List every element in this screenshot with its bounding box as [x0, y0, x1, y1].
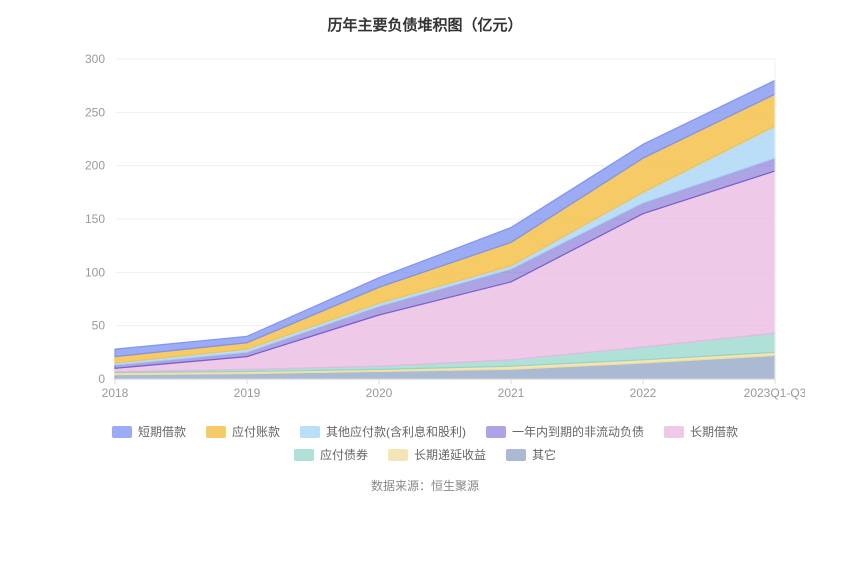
- legend-label: 短期借款: [138, 423, 186, 440]
- legend-item-short_term_loans[interactable]: 短期借款: [112, 423, 186, 440]
- chart-svg: 0 50 100 150 200 250 300 2018 2019 2020 2021 2022 20…: [45, 39, 805, 409]
- y-tick-label: 300: [85, 52, 105, 66]
- y-tick-label: 150: [85, 212, 105, 226]
- chart-title: 历年主要负债堆积图（亿元）: [0, 0, 850, 39]
- legend-swatch-non_current_due_1y: [486, 426, 506, 438]
- legend: 短期借款 应付账款 其他应付款(含利息和股利) 一年内到期的非流动负债 长期借款应付债券…: [75, 423, 775, 463]
- x-tick-label: 2020: [366, 386, 393, 400]
- legend-item-bonds_payable[interactable]: 应付债券: [294, 446, 368, 463]
- legend-label: 其它: [532, 446, 556, 463]
- legend-label: 长期借款: [690, 423, 738, 440]
- x-tick-label: 2021: [498, 386, 525, 400]
- legend-item-non_current_due_1y[interactable]: 一年内到期的非流动负债: [486, 423, 644, 440]
- x-tick-label: 2019: [234, 386, 261, 400]
- y-tick-label: 50: [92, 319, 106, 333]
- y-tick-label: 250: [85, 105, 105, 119]
- legend-label: 应付债券: [320, 446, 368, 463]
- area-group: [115, 80, 775, 379]
- legend-swatch-other: [506, 449, 526, 461]
- stacked-area-chart: 0 50 100 150 200 250 300 2018 2019 2020 2021 2022 20…: [45, 39, 805, 409]
- y-tick-label: 200: [85, 159, 105, 173]
- data-source-label: 数据来源：恒生聚源: [0, 477, 850, 494]
- y-tick-label: 100: [85, 265, 105, 279]
- legend-swatch-bonds_payable: [294, 449, 314, 461]
- legend-label: 一年内到期的非流动负债: [512, 423, 644, 440]
- x-tick-label: 2022: [630, 386, 657, 400]
- legend-swatch-accounts_payable: [206, 426, 226, 438]
- legend-swatch-other_payables: [300, 426, 320, 438]
- legend-item-accounts_payable[interactable]: 应付账款: [206, 423, 280, 440]
- legend-swatch-deferred_income: [388, 449, 408, 461]
- legend-item-deferred_income[interactable]: 长期递延收益: [388, 446, 486, 463]
- legend-swatch-short_term_loans: [112, 426, 132, 438]
- legend-item-other[interactable]: 其它: [506, 446, 556, 463]
- legend-item-other_payables[interactable]: 其他应付款(含利息和股利): [300, 423, 466, 440]
- legend-label: 应付账款: [232, 423, 280, 440]
- legend-item-long_term_loans[interactable]: 长期借款: [664, 423, 738, 440]
- legend-swatch-long_term_loans: [664, 426, 684, 438]
- page-root: 历年主要负债堆积图（亿元） 0 50 100 150 200 250 300 2018 2019…: [0, 0, 850, 574]
- y-tick-label: 0: [98, 372, 105, 386]
- legend-label: 长期递延收益: [414, 446, 486, 463]
- legend-label: 其他应付款(含利息和股利): [326, 423, 466, 440]
- x-tick-label: 2023Q1-Q3: [744, 386, 805, 400]
- x-tick-label: 2018: [102, 386, 129, 400]
